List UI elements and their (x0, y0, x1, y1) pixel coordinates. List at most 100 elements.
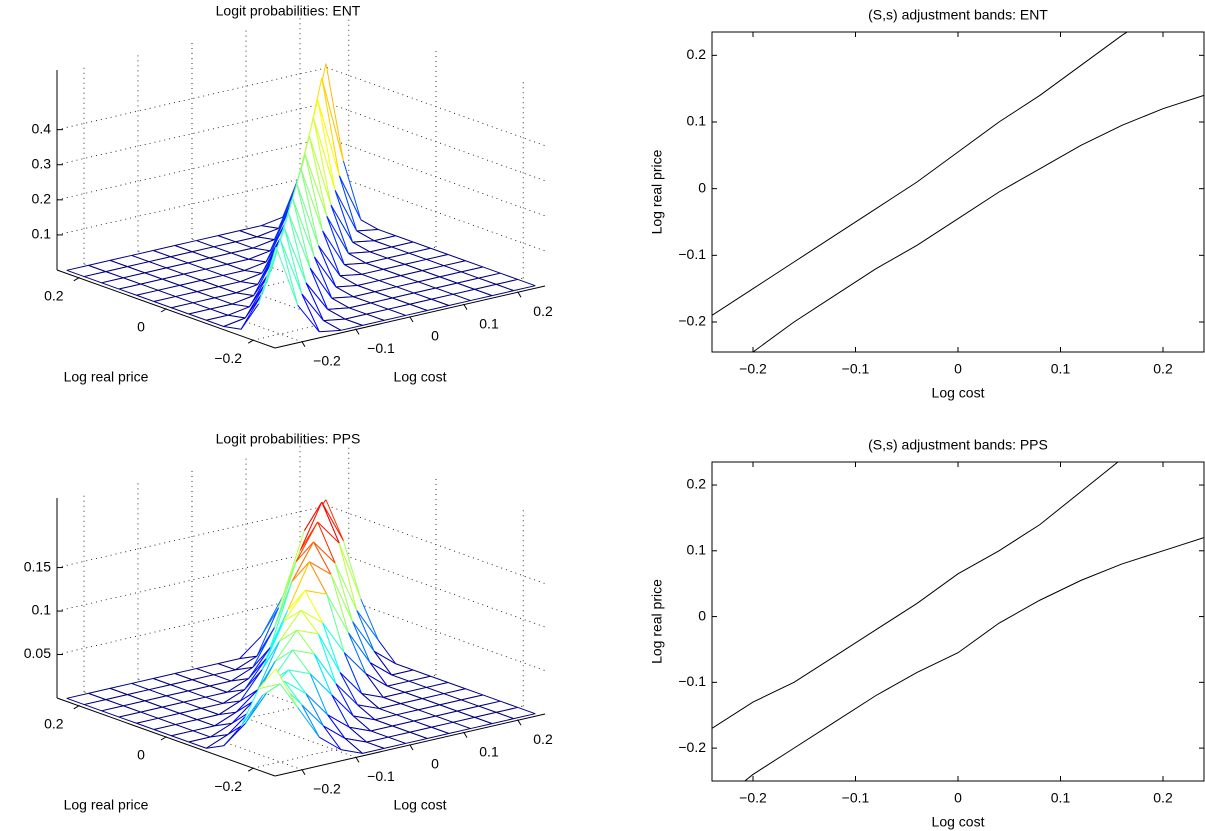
mesh-edge (443, 260, 466, 267)
mesh-face (201, 700, 241, 715)
x-tick-label: 0.2 (1153, 361, 1173, 377)
mesh-edge (288, 213, 311, 269)
mesh-edge (461, 699, 479, 707)
chart-title: Logit probabilities: PPS (216, 431, 361, 447)
mesh-edge (131, 677, 154, 684)
mesh-edge (369, 246, 392, 253)
mesh-face (361, 693, 401, 709)
mesh-edge (391, 246, 410, 254)
mesh-edge (496, 283, 514, 292)
mesh-edge (426, 681, 449, 688)
mesh-edge (304, 154, 324, 232)
mesh-edge (378, 708, 397, 716)
mesh-edge (213, 669, 236, 676)
mesh-edge (474, 711, 497, 718)
chart-title: Logit probabilities: ENT (216, 3, 361, 19)
mesh-edge (153, 296, 176, 303)
x-tick-label: 0.2 (1153, 790, 1173, 806)
mesh-edge (162, 701, 184, 708)
mesh-edge (201, 279, 219, 288)
mesh-edge (448, 728, 471, 735)
mesh-edge (240, 688, 260, 727)
mesh-edge (206, 734, 229, 749)
mesh-edge (383, 742, 406, 749)
z-tick-label: 0.4 (32, 120, 52, 136)
mesh-edge (118, 288, 137, 296)
mesh-edge (465, 688, 484, 696)
mesh-edge (179, 712, 198, 721)
mesh-edge (452, 288, 475, 295)
x-tick-label: −0.1 (367, 768, 395, 784)
mesh-edge (400, 698, 423, 705)
mesh-edge (84, 699, 106, 706)
grid-line (56, 505, 328, 568)
mesh-edge (256, 607, 280, 657)
mesh-face (257, 192, 297, 240)
mesh-edge (236, 292, 254, 297)
mesh-edge (391, 669, 414, 676)
mesh-edge (187, 685, 210, 692)
mesh-edge (131, 249, 154, 256)
mesh-edge (361, 693, 380, 709)
mesh-edge (343, 264, 362, 275)
mesh-edge (392, 292, 415, 299)
mesh-edge (443, 688, 466, 695)
mesh-edge (226, 258, 249, 265)
mesh-edge (295, 541, 314, 563)
mesh-edge (422, 693, 444, 700)
mesh-face (326, 216, 366, 265)
mesh-edge (278, 610, 302, 642)
mesh-edge (175, 291, 198, 298)
mesh-face (345, 738, 385, 754)
mesh-edge (231, 678, 249, 682)
mesh-face (248, 218, 288, 263)
mesh-edge (443, 693, 462, 701)
mesh-edge (374, 235, 396, 242)
mesh-edge (461, 271, 479, 279)
mesh-edge (405, 309, 428, 316)
mesh-edge (171, 735, 190, 743)
mesh-edge (179, 284, 198, 293)
mesh-face (292, 650, 332, 695)
mesh-edge (373, 650, 396, 665)
mesh-edge (192, 251, 210, 259)
mesh-edge (356, 230, 375, 242)
mesh-edge (396, 714, 415, 722)
mesh-edge (239, 669, 263, 702)
mesh-edge (279, 239, 303, 295)
mesh-edge (348, 307, 367, 315)
mesh-edge (349, 302, 371, 309)
mesh-edge (305, 282, 328, 310)
mesh-edge (206, 745, 224, 749)
mesh-face (291, 118, 331, 206)
mesh-edge (262, 683, 281, 696)
mesh-edge (222, 689, 245, 704)
mesh-edge (187, 262, 206, 270)
mesh-edge (366, 308, 389, 315)
mesh-edge (179, 707, 202, 714)
mesh-edge (422, 270, 440, 278)
mesh-edge (140, 278, 163, 285)
mesh-edge (313, 256, 337, 288)
mesh-edge (366, 313, 385, 321)
chart-title: (S,s) adjustment bands: PPS (868, 437, 1048, 453)
mesh-edge (517, 706, 536, 715)
mesh-edge (260, 216, 283, 227)
mesh-edge (308, 561, 328, 595)
band-line (752, 94, 1204, 352)
mesh-edge (304, 590, 324, 624)
y-axis-label: Log real price (64, 797, 149, 813)
mesh-edge (369, 251, 388, 259)
mesh-edge (457, 705, 479, 712)
mesh-edge (288, 669, 307, 694)
mesh-edge (153, 245, 175, 251)
mesh-edge (231, 252, 249, 260)
mesh-face (217, 656, 257, 670)
mesh-edge (352, 241, 371, 253)
x-tick-label: −0.1 (842, 361, 870, 377)
mesh-edge (227, 306, 250, 316)
mesh-edge (323, 320, 342, 331)
mesh-edge (496, 278, 518, 285)
mesh-edge (196, 719, 215, 727)
mesh-edge (162, 278, 180, 286)
